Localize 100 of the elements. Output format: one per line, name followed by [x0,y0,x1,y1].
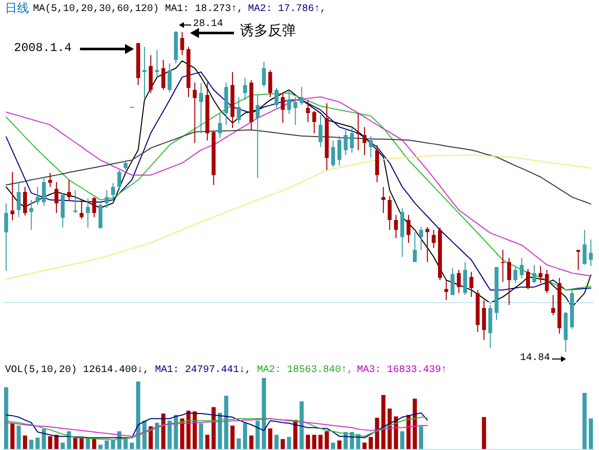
bar [168,420,172,449]
candlestick [456,269,461,294]
candlestick [406,214,410,244]
bar [582,392,587,449]
bar [98,444,103,449]
annotation: 诱多反弹 [240,23,296,40]
candlestick [36,186,40,206]
candlestick [312,110,316,134]
candlestick [450,268,454,296]
bar [92,439,96,449]
bar [482,417,486,449]
candlestick [67,179,71,200]
candlestick [148,54,153,94]
candlestick [337,135,342,166]
candlestick [23,186,27,216]
bar [10,423,15,449]
bar [280,439,285,449]
bar [588,418,593,449]
candlestick [588,239,593,267]
bar [4,387,8,449]
bar [400,431,404,449]
bar [42,429,46,449]
bar [262,378,266,449]
bar [130,442,134,449]
candlestick [60,192,65,228]
candlestick [256,94,260,178]
candlestick [117,170,122,191]
candlestick [463,261,468,296]
candlestick [111,182,115,200]
candlestick [10,171,14,221]
candlestick [444,280,448,301]
bar [60,442,65,449]
candlestick [29,199,34,230]
bar [104,440,109,449]
candlestick [168,62,172,93]
candlestick [48,172,52,188]
candlestick [544,269,549,294]
bar [286,436,292,449]
text: 12614.400↓, [83,365,150,376]
text: 14.84 [520,353,550,364]
bar [198,423,204,449]
bar [324,431,329,449]
bar [312,434,316,449]
candlestick [287,89,292,115]
candlestick [425,226,430,262]
bar [22,436,28,449]
candlestick [80,199,84,220]
candlestick [306,100,310,122]
candlestick [73,190,78,214]
candlestick [576,249,580,270]
text: MA1: 18.273↑, [165,4,244,15]
candlestick [268,70,272,98]
candlestick [394,214,398,239]
bar [249,436,254,449]
bar [180,418,184,449]
bar [230,426,235,449]
text: MA2: 17.786↑, [248,4,326,15]
candlestick [42,176,46,206]
candlestick [124,159,128,171]
bar [48,436,52,449]
bar [110,440,116,449]
candlestick [155,50,159,78]
bar [337,440,342,449]
bar [362,442,367,449]
candlestick [500,249,505,283]
candlestick [98,202,102,229]
candlestick [356,112,360,151]
candlestick [513,266,518,284]
candlestick [432,229,436,248]
text: 日线 [5,1,29,16]
candlestick [551,294,556,316]
candlestick [161,59,166,90]
candlestick [318,114,322,148]
bar [154,422,160,449]
bar [368,436,373,449]
text: MA(5,10,20,30,60,120) [33,4,160,15]
candlestick [293,96,298,126]
candlestick [350,128,354,154]
bar [381,395,386,449]
candlestick [4,202,8,272]
bar [256,420,260,449]
candlestick [54,182,58,214]
bar [29,440,34,449]
text: MA2: 18563.840↑, [257,365,354,376]
bar [300,401,304,449]
candlestick [218,114,222,139]
candlestick [362,126,366,156]
candlestick [86,198,90,228]
annotation: 2008.1.4 [14,41,72,56]
candlestick [469,271,474,298]
text: MA1: 24797.441↓, [155,365,252,376]
bar [236,438,241,449]
candlestick [236,96,241,124]
bar [318,434,323,449]
bar [274,434,279,449]
candlestick [419,226,424,250]
bar [268,428,272,449]
text: 28.14 [193,19,224,30]
candlestick [482,300,486,340]
candlestick [274,87,278,108]
